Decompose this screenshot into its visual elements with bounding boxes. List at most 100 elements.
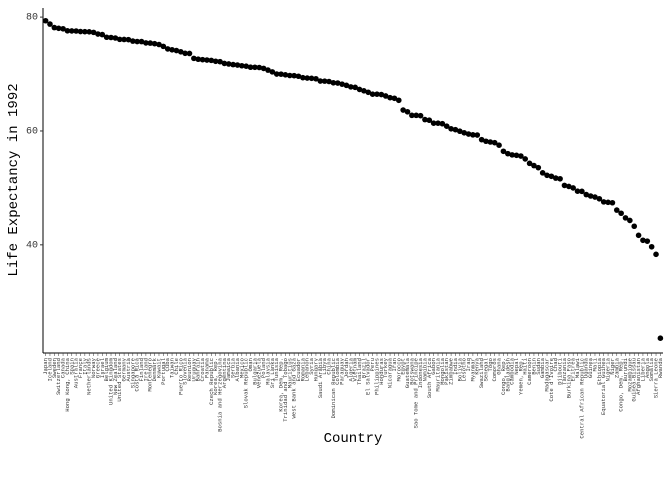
x-tick-label: Congo, Rep. — [500, 358, 507, 395]
x-tick-label: Malawi — [574, 357, 581, 378]
x-tick-label: Ghana — [496, 357, 503, 374]
x-tick-label: Turkey — [382, 357, 389, 378]
x-tick-label: Paraguay — [339, 357, 346, 384]
point — [278, 71, 284, 77]
point — [260, 65, 267, 72]
x-tick-label: Nigeria — [605, 357, 612, 381]
x-tick-label: China — [326, 357, 333, 374]
point — [295, 73, 302, 80]
x-tick-label: South Africa — [426, 357, 433, 398]
x-tick-label: Saudi Arabia — [317, 357, 324, 398]
x-tick-label: Djibouti — [557, 357, 564, 384]
point — [452, 126, 459, 133]
point — [282, 72, 289, 78]
point — [73, 28, 79, 34]
point — [286, 72, 293, 79]
x-tick-label: Japan — [42, 358, 49, 375]
point — [478, 136, 485, 143]
point — [199, 56, 206, 63]
x-tick-label: Venezuela — [256, 357, 263, 388]
point — [225, 61, 232, 67]
x-tick-label: Guatemala — [404, 357, 411, 388]
point — [644, 238, 651, 244]
point — [308, 75, 315, 82]
point — [548, 173, 555, 180]
point — [535, 164, 542, 171]
x-tick-label: Sao Tome and Principe — [413, 358, 420, 429]
x-tick-label: Slovak Republic — [243, 358, 250, 408]
x-tick-label: Syria — [308, 357, 315, 374]
point — [426, 117, 433, 124]
point — [317, 78, 324, 84]
point — [321, 78, 328, 84]
point — [90, 29, 97, 36]
point — [334, 80, 341, 86]
point — [95, 31, 101, 37]
point — [256, 64, 263, 71]
point — [631, 223, 638, 230]
point — [269, 69, 276, 75]
point — [387, 94, 393, 101]
point — [55, 25, 62, 32]
point — [47, 21, 53, 27]
x-tick-label: Switzerland — [55, 358, 62, 395]
x-tick-label: Thailand — [356, 358, 363, 385]
x-tick-label: Costa Rica — [134, 357, 141, 391]
point — [304, 75, 311, 81]
x-tick-label: Netherlands — [86, 358, 93, 395]
point — [265, 67, 271, 73]
point — [504, 150, 511, 157]
x-tick-label: Equatorial Guinea — [600, 357, 607, 415]
x-tick-label: Oman — [247, 358, 254, 371]
point — [99, 31, 106, 38]
point — [496, 142, 502, 148]
x-tick-label: Bahrain — [195, 358, 202, 382]
x-tick-label: Slovenia — [182, 357, 189, 384]
x-tick-label: Indonesia — [417, 357, 424, 388]
x-tick-label: Hong Kong, China — [64, 357, 71, 411]
x-tick-label: Liberia — [639, 357, 646, 381]
x-tick-label: Croatia — [199, 357, 206, 381]
x-tick-label: Zambia — [613, 357, 620, 378]
x-tick-label: Greece — [94, 358, 101, 378]
y-tick-label: 60 — [26, 127, 38, 138]
point — [208, 57, 215, 64]
x-tick-label: Korea, Dem. Rep. — [278, 358, 285, 412]
point — [108, 34, 114, 41]
x-tick-label: Egypt — [400, 358, 407, 375]
x-tick-label: Burkina Faso — [565, 358, 572, 398]
x-tick-label: Jamaica — [225, 357, 232, 381]
x-tick-label: Congo, Dem. Rep. — [618, 358, 625, 412]
x-tick-label: Singapore — [129, 358, 136, 388]
point — [300, 74, 306, 81]
point — [531, 162, 537, 169]
point — [461, 129, 467, 136]
point — [352, 84, 358, 91]
x-tick-label: Niger — [609, 358, 616, 375]
x-tick-label: Philippines — [373, 358, 380, 395]
x-tick-label: Cameroon — [526, 358, 533, 385]
x-tick-label: Israel — [99, 357, 106, 378]
point — [273, 71, 280, 77]
x-tick-label: Ireland — [142, 358, 149, 382]
x-tick-label: Australia — [73, 357, 80, 388]
point — [369, 91, 376, 98]
point — [42, 17, 49, 24]
x-tick-label: Tunisia — [273, 357, 280, 381]
y-axis-title: Life Expectancy in 1992 — [6, 83, 22, 276]
point — [526, 160, 533, 167]
x-tick-label: Portugal — [160, 357, 167, 384]
x-tick-label: Burundi — [622, 357, 629, 381]
x-tick-label: Ethiopia — [596, 357, 603, 384]
point — [234, 62, 241, 68]
point — [134, 38, 140, 45]
point — [627, 217, 633, 224]
point — [348, 84, 354, 90]
x-tick-label: Eritrea — [570, 357, 577, 381]
point — [356, 86, 363, 93]
point — [239, 62, 245, 69]
x-tick-label: Mongolia — [439, 357, 446, 384]
x-tick-label: Germany — [121, 357, 128, 381]
point — [125, 36, 132, 43]
x-tick-label: Kuwait — [155, 358, 162, 378]
